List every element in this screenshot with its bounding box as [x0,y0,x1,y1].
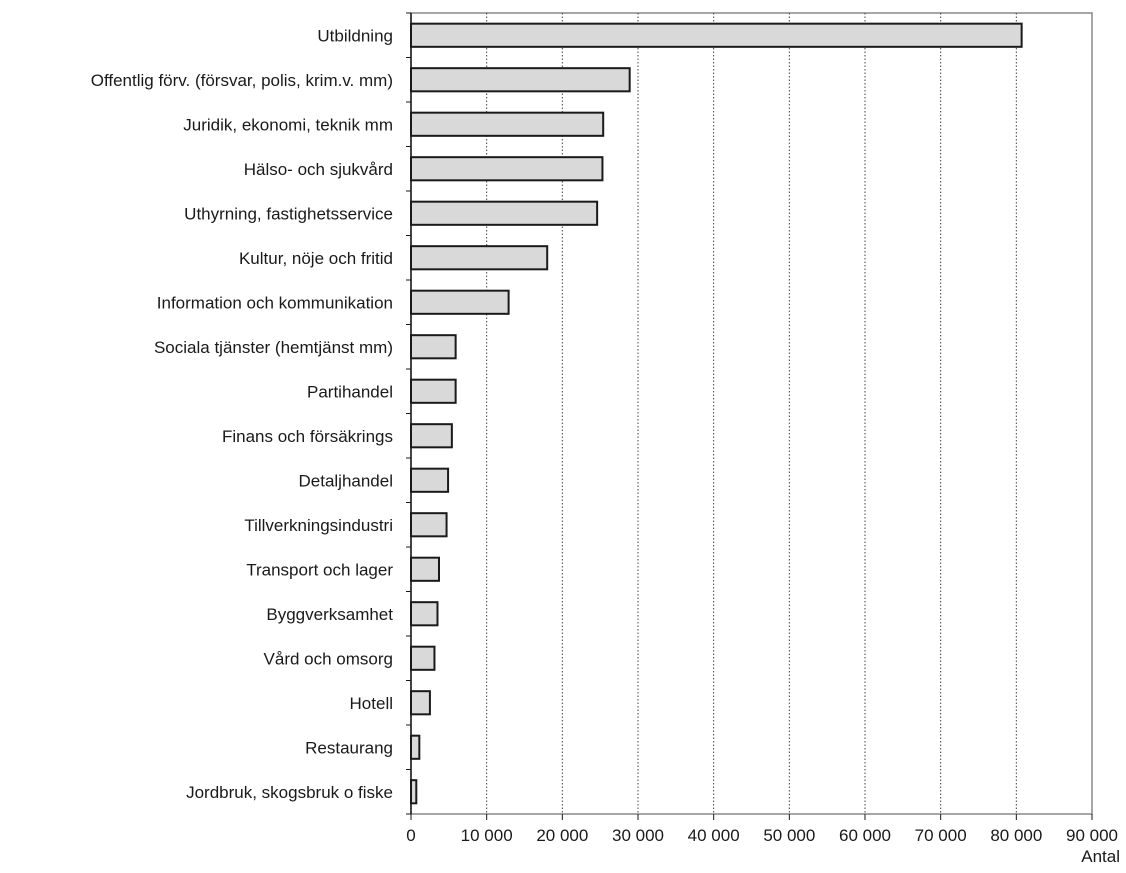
bar [410,512,448,538]
x-tick-label: 90 000 [1066,826,1118,845]
bar [410,111,605,137]
category-label: Uthyrning, fastighetsservice [184,204,393,223]
x-tick-label: 70 000 [915,826,967,845]
x-tick-label: 30 000 [612,826,664,845]
bar [410,467,450,493]
x-tick-label: 40 000 [688,826,740,845]
x-tick-label: 0 [406,826,415,845]
category-label: Offentlig förv. (försvar, polis, krim.v.… [91,71,393,90]
category-label: Hotell [350,694,393,713]
bar [410,645,436,671]
category-label: Utbildning [317,26,393,45]
category-labels: Utbildning Offentlig förv. (försvar, poli… [91,26,394,802]
x-axis-title: Antal [1081,847,1120,866]
bar [410,734,421,760]
bar [410,378,457,404]
grid-lines [406,12,1093,815]
bar [410,779,418,805]
category-label: Information och kommunikation [157,293,393,312]
category-label: Tillverkningsindustri [244,516,393,535]
category-label: Vård och omsorg [264,649,393,668]
bar [410,334,457,360]
bar [410,200,599,226]
bars [410,22,1023,805]
category-label: Finans och försäkrings [222,427,393,446]
category-label: Transport och lager [246,560,393,579]
category-label: Partihandel [307,382,393,401]
bar [410,601,439,627]
bar [410,556,440,582]
bar [410,690,431,716]
bar [410,245,549,271]
x-tick-label: 80 000 [990,826,1042,845]
bar [410,423,453,449]
category-label: Detaljhandel [298,471,393,490]
bar [410,289,510,315]
bar [410,67,631,93]
category-label: Sociala tjänster (hemtjänst mm) [154,338,393,357]
category-label: Kultur, nöje och fritid [239,249,393,268]
category-label: Restaurang [305,738,393,757]
x-tick-label: 20 000 [536,826,588,845]
x-tick-label: 60 000 [839,826,891,845]
x-tick-label: 50 000 [763,826,815,845]
x-tick-label: 10 000 [461,826,513,845]
category-label: Juridik, ekonomi, teknik mm [183,115,393,134]
bar [410,22,1023,48]
category-label: Byggverksamhet [266,605,393,624]
x-axis-ticks: 0 10 000 20 000 30 000 40 000 50 000 60 000 70 … [406,814,1118,845]
category-label: Hälso- och sjukvård [244,160,393,179]
bar [410,156,604,182]
category-label: Jordbruk, skogsbruk o fiske [186,783,393,802]
